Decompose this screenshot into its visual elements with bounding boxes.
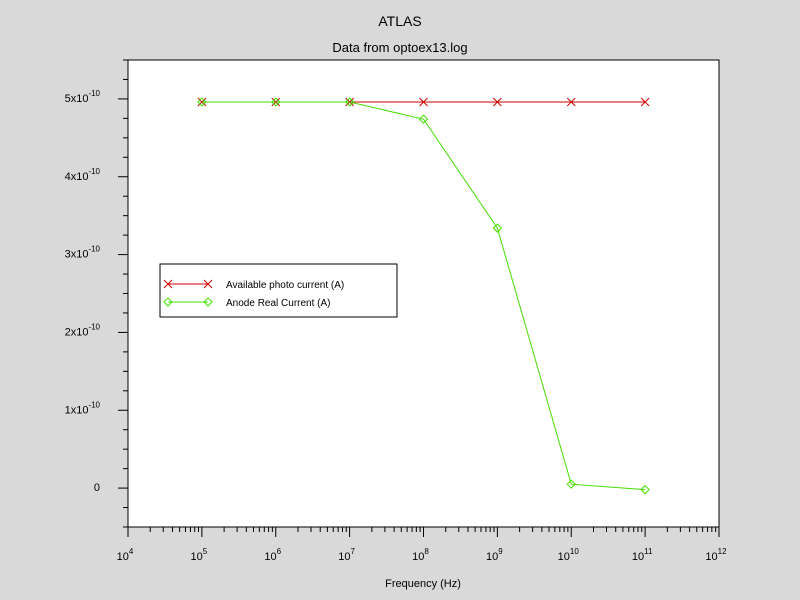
series-line-2 — [201, 101, 646, 491]
y-tick-label: 2x10-10 — [65, 322, 101, 338]
x-tick-label: 107 — [338, 547, 355, 563]
y-tick-label: 5x10-10 — [65, 89, 101, 105]
x-tick-label: 104 — [117, 547, 134, 563]
x-tick-label: 108 — [412, 547, 429, 563]
legend-marker — [203, 279, 213, 289]
series-1-point — [640, 97, 650, 107]
legend-box — [159, 263, 398, 318]
x-tick-label: 1010 — [558, 547, 580, 563]
legend: Available photo current (A) Anode Real Cu… — [159, 263, 398, 318]
series-2-point — [418, 114, 429, 124]
series-2-point — [640, 484, 650, 495]
x-tick-label: 109 — [486, 547, 503, 563]
legend-marker — [163, 279, 173, 289]
x-tick-label: 105 — [191, 547, 208, 563]
y-tick-label: 3x10-10 — [65, 245, 101, 261]
x-axis: 104 105 106 107 108 109 1010 1011 1012 — [117, 527, 727, 563]
legend-marker — [163, 297, 173, 307]
legend-label: Available photo current (A) — [226, 280, 344, 291]
series-2-point — [566, 479, 576, 489]
y-axis: 0 1x10-10 2x10-10 3x10-10 4x10-10 5x10-10 — [65, 59, 128, 528]
x-tick-label: 1012 — [705, 547, 727, 563]
chart-subtitle: Data from optoex13.log — [332, 40, 467, 55]
series-layer — [197, 97, 650, 495]
series-2-point — [271, 97, 281, 107]
x-tick-label: 106 — [264, 547, 281, 563]
series-1-point — [493, 97, 502, 107]
y-tick-label: 4x10-10 — [65, 167, 101, 183]
x-axis-title: Frequency (Hz) — [385, 578, 461, 590]
y-tick-label: 1x10-10 — [65, 400, 101, 416]
series-2-point — [492, 223, 503, 233]
series-2-point — [197, 97, 207, 107]
legend-label: Anode Real Current (A) — [226, 298, 331, 309]
chart-title: ATLAS — [378, 13, 421, 29]
y-tick-label: 0 — [94, 482, 100, 494]
series-1-point — [419, 97, 428, 107]
series-2-point — [344, 97, 355, 107]
series-1-point — [566, 97, 576, 107]
x-tick-label: 1011 — [632, 547, 653, 563]
legend-marker — [203, 297, 213, 307]
